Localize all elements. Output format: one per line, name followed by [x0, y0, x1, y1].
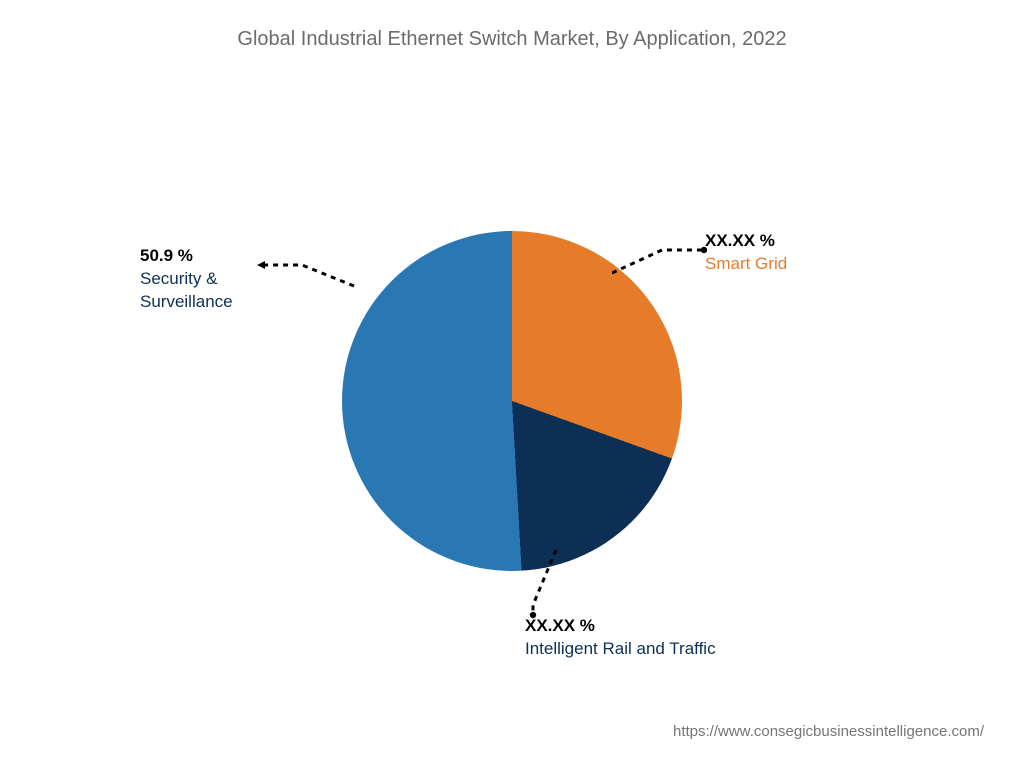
pie-surface [342, 231, 682, 571]
pct-smart-grid: XX.XX % [705, 230, 787, 253]
label-rail-traffic: XX.XX % Intelligent Rail and Traffic [525, 615, 716, 661]
pie-chart [342, 231, 682, 571]
pct-security: 50.9 % [140, 245, 233, 268]
name-security: Security &Surveillance [140, 268, 233, 314]
chart-title: Global Industrial Ethernet Switch Market… [0, 0, 1024, 51]
pct-rail-traffic: XX.XX % [525, 615, 716, 638]
label-security: 50.9 % Security &Surveillance [140, 245, 233, 314]
name-smart-grid: Smart Grid [705, 253, 787, 276]
name-rail-traffic: Intelligent Rail and Traffic [525, 638, 716, 661]
footer-source-url: https://www.consegicbusinessintelligence… [673, 723, 984, 740]
label-smart-grid: XX.XX % Smart Grid [705, 230, 787, 276]
